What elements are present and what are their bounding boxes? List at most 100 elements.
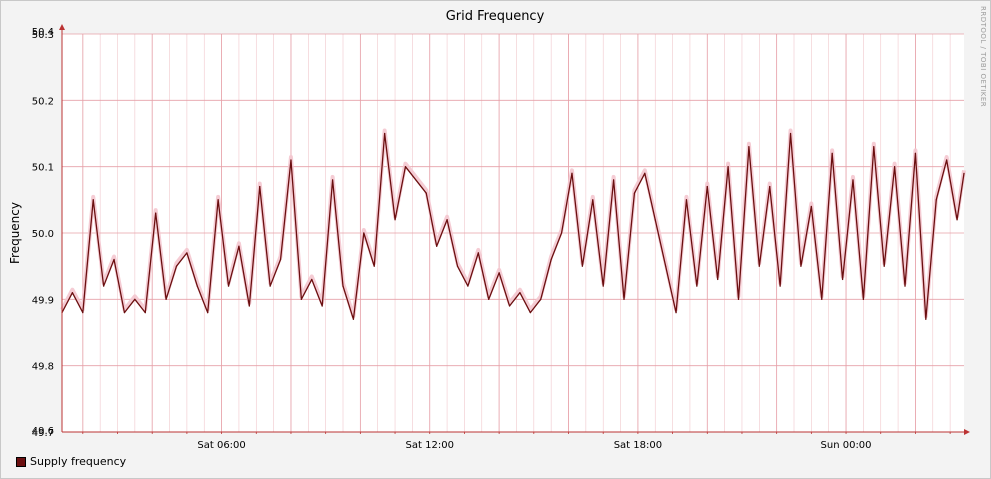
y-tick-labels: 49.7 49.8 49.9 50.0 50.1 50.2 50.350.4 49.6 bbox=[32, 27, 54, 439]
data-point bbox=[436, 245, 438, 247]
data-point bbox=[873, 146, 875, 148]
data-point bbox=[92, 199, 94, 201]
data-point bbox=[415, 179, 417, 181]
data-point bbox=[925, 318, 927, 320]
data-point bbox=[665, 265, 667, 267]
data-point bbox=[144, 312, 146, 314]
data-point bbox=[425, 192, 427, 194]
data-point bbox=[748, 146, 750, 148]
data-point bbox=[862, 298, 864, 300]
x-tick-label: Sat 18:00 bbox=[614, 440, 662, 451]
data-point bbox=[633, 192, 636, 194]
data-point bbox=[259, 185, 261, 188]
data-point bbox=[560, 232, 563, 234]
data-point bbox=[727, 166, 729, 168]
data-point bbox=[883, 265, 885, 267]
data-point bbox=[508, 305, 511, 307]
y-tick-label: 49.7 bbox=[32, 428, 54, 439]
data-point bbox=[935, 199, 937, 201]
data-point bbox=[623, 298, 625, 300]
data-point bbox=[946, 159, 948, 161]
data-point bbox=[519, 292, 521, 294]
data-point bbox=[789, 132, 792, 135]
axes bbox=[59, 24, 970, 435]
data-point bbox=[685, 199, 688, 201]
data-point bbox=[894, 166, 896, 168]
x-axis-arrow bbox=[964, 429, 970, 435]
y-tick-label: 50.3 bbox=[32, 30, 54, 41]
data-point bbox=[363, 232, 365, 234]
y-axis-label: Frequency bbox=[8, 202, 22, 264]
data-point bbox=[737, 298, 740, 300]
data-point bbox=[269, 285, 271, 287]
series-line-layer bbox=[61, 132, 965, 320]
data-point bbox=[800, 265, 802, 267]
y-tick-label: 50.2 bbox=[32, 96, 54, 107]
data-point bbox=[82, 312, 84, 314]
data-point bbox=[384, 132, 386, 135]
y-tick-label: 49.8 bbox=[32, 362, 54, 373]
data-point bbox=[332, 179, 334, 181]
y-tick-label: 49.9 bbox=[32, 295, 54, 306]
data-point bbox=[654, 219, 656, 221]
data-point bbox=[217, 199, 219, 201]
data-point bbox=[467, 285, 469, 287]
data-point bbox=[290, 159, 292, 161]
data-point bbox=[841, 278, 844, 281]
y-tick-label: 50.0 bbox=[32, 229, 54, 240]
data-point bbox=[155, 212, 157, 214]
data-point bbox=[779, 285, 781, 287]
data-point bbox=[279, 258, 282, 261]
data-point bbox=[831, 152, 833, 154]
data-point bbox=[706, 185, 708, 188]
data-point bbox=[581, 265, 583, 267]
x-tick-labels: Sat 06:00 Sat 12:00 Sat 18:00 Sun 00:00 bbox=[197, 440, 871, 451]
data-point bbox=[165, 298, 167, 300]
legend-label: Supply frequency bbox=[30, 455, 127, 468]
data-point bbox=[821, 298, 823, 300]
data-point bbox=[675, 312, 677, 314]
x-tick-label: Sun 00:00 bbox=[821, 440, 872, 451]
data-point bbox=[613, 179, 615, 181]
y-axis-arrow bbox=[59, 24, 65, 30]
data-point bbox=[238, 245, 240, 247]
data-point bbox=[529, 312, 531, 314]
data-point bbox=[644, 172, 646, 174]
data-point bbox=[103, 285, 105, 287]
data-point bbox=[123, 312, 126, 314]
data-point bbox=[404, 166, 407, 168]
data-point bbox=[113, 258, 115, 261]
data-point bbox=[186, 252, 188, 254]
data-point bbox=[477, 252, 479, 254]
data-point bbox=[571, 172, 573, 174]
data-point bbox=[914, 152, 917, 154]
data-point bbox=[394, 219, 396, 221]
series-line-supply-frequency bbox=[61, 132, 965, 320]
data-point bbox=[769, 185, 771, 188]
data-point bbox=[446, 219, 448, 221]
data-point bbox=[963, 172, 965, 174]
data-point bbox=[207, 312, 209, 314]
legend: Supply frequency bbox=[16, 455, 126, 468]
data-point bbox=[717, 278, 719, 281]
data-point bbox=[540, 298, 542, 300]
data-point bbox=[342, 285, 344, 287]
data-point bbox=[550, 258, 552, 261]
data-point bbox=[227, 285, 230, 287]
y-tick-label: 50.1 bbox=[32, 163, 54, 174]
data-point bbox=[248, 305, 250, 307]
y-tick-label-overlap-top: 50.4 bbox=[32, 27, 54, 38]
data-point bbox=[498, 272, 500, 274]
data-point bbox=[71, 292, 74, 294]
data-point bbox=[488, 298, 490, 300]
data-point bbox=[321, 305, 323, 307]
data-point bbox=[175, 265, 178, 267]
data-point bbox=[352, 318, 355, 320]
data-point bbox=[311, 278, 313, 281]
data-point bbox=[196, 285, 198, 287]
data-point bbox=[904, 285, 906, 287]
data-point bbox=[134, 298, 136, 300]
x-tick-label: Sat 12:00 bbox=[406, 440, 454, 451]
data-point bbox=[602, 285, 604, 287]
data-point bbox=[696, 285, 698, 287]
